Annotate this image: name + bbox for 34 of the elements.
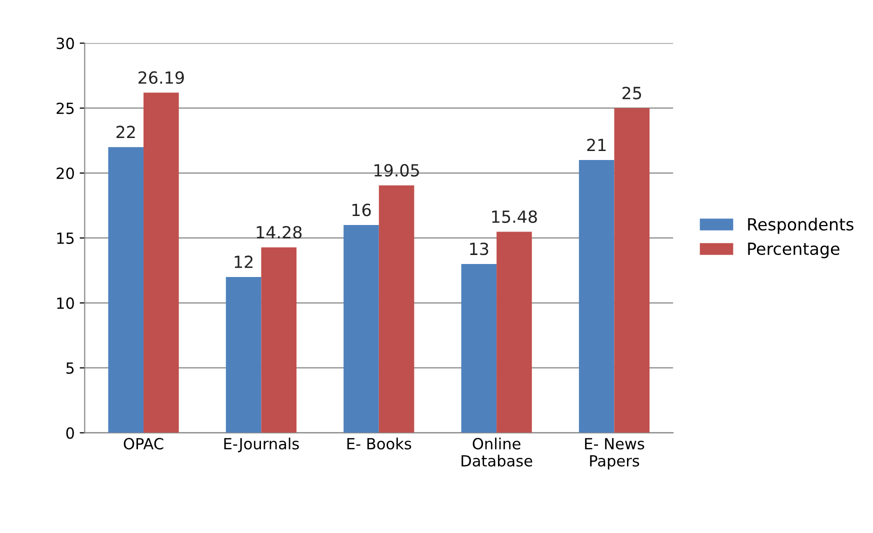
- bar: [108, 147, 144, 433]
- y-tick-label: 10: [57, 297, 74, 309]
- data-label: 12: [234, 256, 252, 268]
- x-tick-label: Online Database: [462, 438, 532, 467]
- y-tick-label: 5: [66, 362, 74, 374]
- bar: [344, 224, 379, 433]
- data-label: 26.19: [138, 71, 184, 84]
- data-label: 25: [622, 86, 642, 100]
- data-label: 21: [587, 138, 606, 152]
- legend-label: Percentage: [748, 242, 840, 258]
- y-tick-label: 20: [56, 168, 74, 180]
- y-tick-label: 15: [57, 232, 74, 244]
- data-label: 22: [116, 126, 135, 138]
- data-label: 15.48: [492, 210, 537, 223]
- bar: [614, 108, 650, 433]
- bar: [378, 185, 414, 433]
- y-tick-label: 0: [66, 427, 74, 439]
- bar: [496, 232, 532, 433]
- bar: [578, 160, 614, 433]
- data-label: 13: [470, 242, 488, 256]
- y-tick-label: 30: [56, 38, 74, 50]
- bar: [144, 92, 179, 433]
- data-label: 14.28: [256, 226, 302, 239]
- y-tick-label: 25: [56, 102, 74, 114]
- data-label: 16: [352, 204, 371, 216]
- x-tick-label: OPAC: [124, 438, 164, 450]
- x-tick-label: E-Journals: [224, 438, 299, 452]
- bar: [226, 276, 262, 433]
- legend-label: Respondents: [748, 218, 854, 234]
- bar: [261, 247, 297, 433]
- x-tick-label: E- News Papers: [585, 438, 644, 470]
- data-label: 19.05: [374, 164, 419, 177]
- x-tick-label: E- Books: [347, 438, 412, 450]
- bar: [461, 264, 497, 433]
